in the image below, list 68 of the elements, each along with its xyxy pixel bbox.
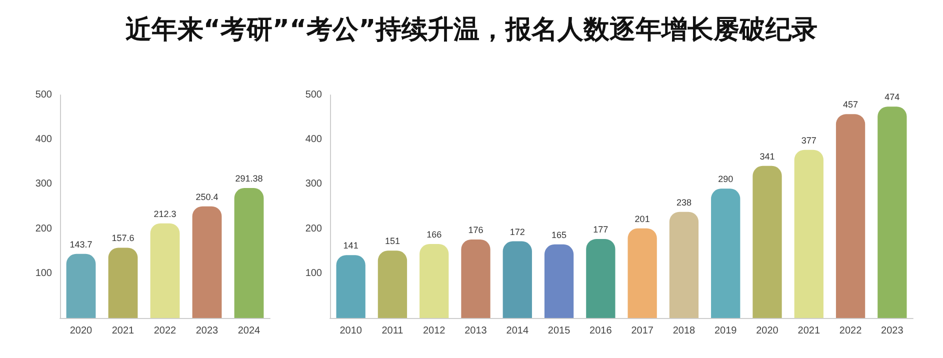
- bar: [461, 240, 490, 318]
- bar: [192, 206, 222, 318]
- data-label: 238: [676, 197, 692, 208]
- x-tick-label: 2010: [340, 326, 362, 336]
- x-tick-label: 2011: [382, 326, 404, 336]
- bar: [150, 223, 180, 318]
- y-tick-label: 300: [305, 178, 322, 190]
- data-label: 212.3: [154, 208, 176, 219]
- y-tick-label: 500: [35, 90, 52, 100]
- y-tick-label: 100: [305, 268, 322, 279]
- x-tick-label: 2020: [70, 326, 93, 336]
- data-label: 166: [426, 229, 442, 240]
- x-tick-label: 2013: [464, 326, 488, 336]
- data-label: 165: [552, 230, 567, 240]
- x-tick-label: 2016: [590, 326, 612, 336]
- data-label: 474: [884, 92, 900, 102]
- y-tick-label: 400: [305, 134, 322, 146]
- bar: [878, 106, 907, 318]
- x-tick-label: 2018: [672, 326, 696, 336]
- bar: [420, 244, 449, 318]
- x-tick-label: 2023: [196, 326, 219, 336]
- data-label: 457: [843, 100, 858, 110]
- y-tick-label: 400: [35, 134, 52, 146]
- x-tick-label: 2023: [881, 326, 904, 336]
- x-tick-label: 2014: [506, 326, 529, 336]
- bar: [378, 250, 408, 318]
- x-tick-label: 2020: [756, 326, 779, 336]
- data-label: 141: [343, 240, 358, 251]
- x-tick-label: 2024: [238, 326, 261, 336]
- bar: [336, 255, 366, 318]
- x-tick-label: 2017: [631, 326, 654, 336]
- data-label: 377: [801, 135, 816, 146]
- x-tick-label: 2022: [154, 326, 177, 336]
- data-label: 172: [510, 226, 525, 237]
- x-tick-label: 2015: [548, 326, 571, 336]
- data-label: 157.6: [112, 233, 134, 244]
- bar: [234, 188, 264, 318]
- bar: [628, 228, 657, 318]
- bar: [108, 248, 138, 318]
- y-tick-label: 200: [305, 223, 322, 234]
- x-tick-label: 2021: [798, 326, 820, 336]
- y-tick-label: 300: [35, 178, 52, 190]
- text: 近年来“考研”“考公”持续升温，报名人数逐年增长屡破纪录: [124, 14, 819, 47]
- data-label: 151: [384, 236, 400, 246]
- data-label: 143.7: [70, 239, 92, 250]
- data-label: 250.4: [196, 192, 218, 202]
- x-tick-label: 2021: [112, 326, 135, 336]
- data-label: 176: [468, 225, 484, 236]
- bar: [794, 150, 824, 318]
- bar: [66, 254, 96, 318]
- y-tick-label: 500: [305, 90, 322, 100]
- y-tick-label: 200: [35, 223, 52, 234]
- data-label: 201: [634, 214, 650, 224]
- data-label: 177: [593, 224, 608, 235]
- bar: [502, 241, 532, 318]
- x-tick-label: 2019: [714, 326, 738, 336]
- data-label: 291.38: [235, 174, 263, 184]
- bar: [711, 188, 740, 318]
- data-label: 290: [718, 174, 734, 184]
- x-tick-label: 2012: [422, 326, 446, 336]
- bar: [669, 212, 699, 318]
- bar: [544, 244, 574, 318]
- bar: [836, 114, 866, 318]
- bar: [586, 239, 616, 318]
- data-label: 341: [760, 151, 775, 162]
- y-tick-label: 100: [35, 268, 52, 279]
- x-tick-label: 2022: [839, 326, 862, 336]
- bar: [752, 166, 782, 318]
